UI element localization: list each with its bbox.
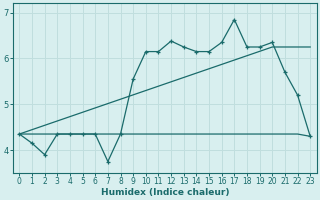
- X-axis label: Humidex (Indice chaleur): Humidex (Indice chaleur): [100, 188, 229, 197]
